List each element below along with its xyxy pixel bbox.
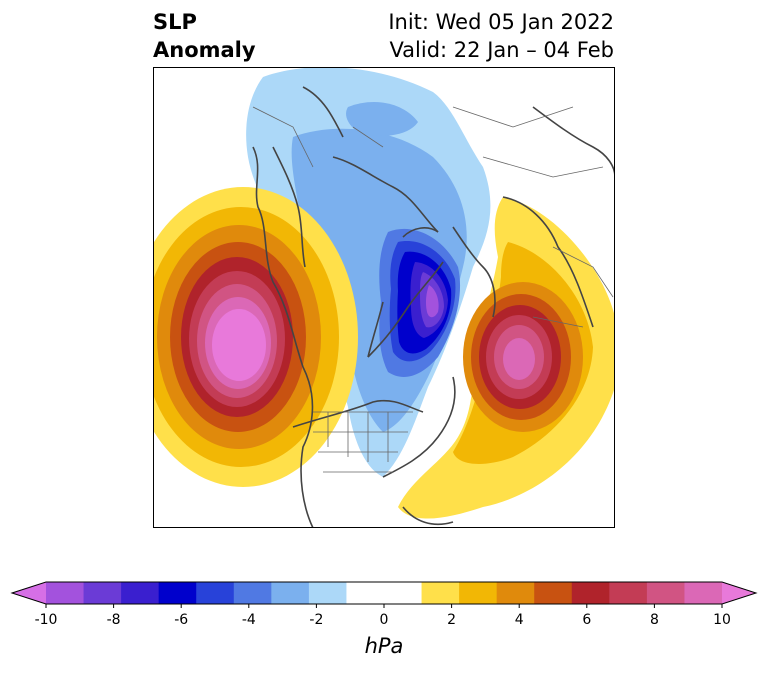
colorbar-extend-max xyxy=(722,582,756,604)
colorbar-segment xyxy=(121,582,160,604)
colorbar-segment xyxy=(459,582,498,604)
init-date: Init: Wed 05 Jan 2022 xyxy=(388,10,614,34)
colorbar-tick-label: -2 xyxy=(309,612,323,628)
colorbar-tick-label: 6 xyxy=(582,612,591,628)
colorbar-segment xyxy=(609,582,648,604)
colorbar-tick-label: 10 xyxy=(713,612,731,628)
valid-range: Valid: 22 Jan – 04 Feb xyxy=(389,38,614,62)
colorbar-tick-label: 8 xyxy=(650,612,659,628)
colorbar-tick-label: -10 xyxy=(35,612,58,628)
colorbar-tick-label: -4 xyxy=(242,612,256,628)
title-right: Init: Wed 05 Jan 2022 Valid: 22 Jan – 04… xyxy=(388,8,614,64)
political-borders xyxy=(252,106,614,473)
colorbar-tick-label: 2 xyxy=(447,612,456,628)
colorbar-tick-label: 0 xyxy=(380,612,389,628)
subtitle-label: Anomaly xyxy=(153,38,256,62)
coastlines xyxy=(252,86,615,528)
title-left: SLP Anomaly xyxy=(153,8,256,64)
colorbar: -10 -8 -6 -4 -2 0 2 4 6 8 10 xyxy=(10,581,758,628)
negative-anomaly xyxy=(246,67,491,477)
colorbar-segment xyxy=(571,582,610,604)
colorbar-segment xyxy=(83,582,122,604)
colorbar-extend-min xyxy=(12,582,46,604)
colorbar-segment xyxy=(233,582,272,604)
colorbar-segment xyxy=(308,582,347,604)
colorbar-segment xyxy=(421,582,460,604)
colorbar-segment xyxy=(46,582,85,604)
colorbar-segment xyxy=(646,582,685,604)
pacific-high xyxy=(153,187,358,487)
colorbar-segment xyxy=(684,582,723,604)
colorbar-tick-label: 4 xyxy=(515,612,524,628)
colorbar-tick-label: -6 xyxy=(174,612,188,628)
map-panel xyxy=(153,67,615,528)
colorbar-tick-label: -8 xyxy=(107,612,121,628)
map-frame xyxy=(153,67,615,528)
colorbar-segment xyxy=(158,582,197,604)
colorbar-segment xyxy=(196,582,235,604)
colorbar-segment xyxy=(534,582,573,604)
units-label: hPa xyxy=(364,634,404,658)
variable-label: SLP xyxy=(153,10,197,34)
colorbar-segment xyxy=(384,582,423,604)
colorbar-segment xyxy=(346,582,385,604)
colorbar-segment xyxy=(496,582,535,604)
colorbar-segment xyxy=(271,582,310,604)
atlantic-high xyxy=(398,197,615,519)
